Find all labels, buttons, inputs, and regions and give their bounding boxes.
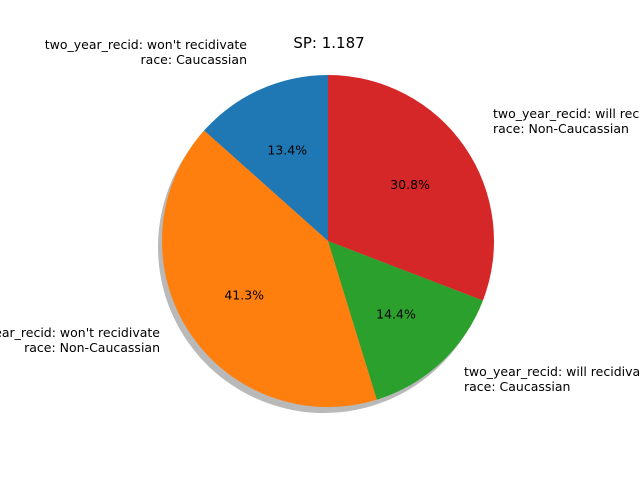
pie-pct-labels: 13.4% 41.3% 14.4% 30.8% [224, 143, 430, 322]
slice-label-2-line-2: race: Caucassian [464, 379, 571, 394]
slice-label-2-line-1: two_year_recid: will recidivate [464, 364, 640, 379]
pie-slices [162, 75, 494, 407]
slice-label-1-line-1: two_year_recid: won't recidivate [0, 325, 160, 340]
slice-label-1: two_year_recid: won't recidivate race: N… [0, 325, 160, 355]
pct-label-0: 13.4% [267, 143, 307, 158]
pie-slice-3 [328, 75, 494, 301]
slice-label-1-line-2: race: Non-Caucassian [24, 340, 160, 355]
slice-label-0-line-1: two_year_recid: won't recidivate [44, 37, 247, 52]
pie-slice-0 [204, 75, 328, 241]
slice-label-3-line-1: two_year_recid: will recidivate [493, 106, 640, 121]
pct-label-2: 14.4% [376, 306, 416, 321]
chart-title: SP: 1.187 [293, 34, 365, 52]
slice-label-3-line-2: race: Non-Caucassian [493, 121, 629, 136]
slice-label-3: two_year_recid: will recidivate race: No… [493, 106, 640, 136]
pie-slice-2 [328, 241, 483, 400]
slice-label-2: two_year_recid: will recidivate race: Ca… [464, 364, 640, 394]
pct-label-1: 41.3% [224, 287, 264, 302]
pct-label-3: 30.8% [390, 177, 430, 192]
slice-label-0-line-2: race: Caucassian [140, 52, 247, 67]
slice-label-0: two_year_recid: won't recidivate race: C… [45, 37, 247, 67]
pie-slice-1 [162, 130, 377, 407]
